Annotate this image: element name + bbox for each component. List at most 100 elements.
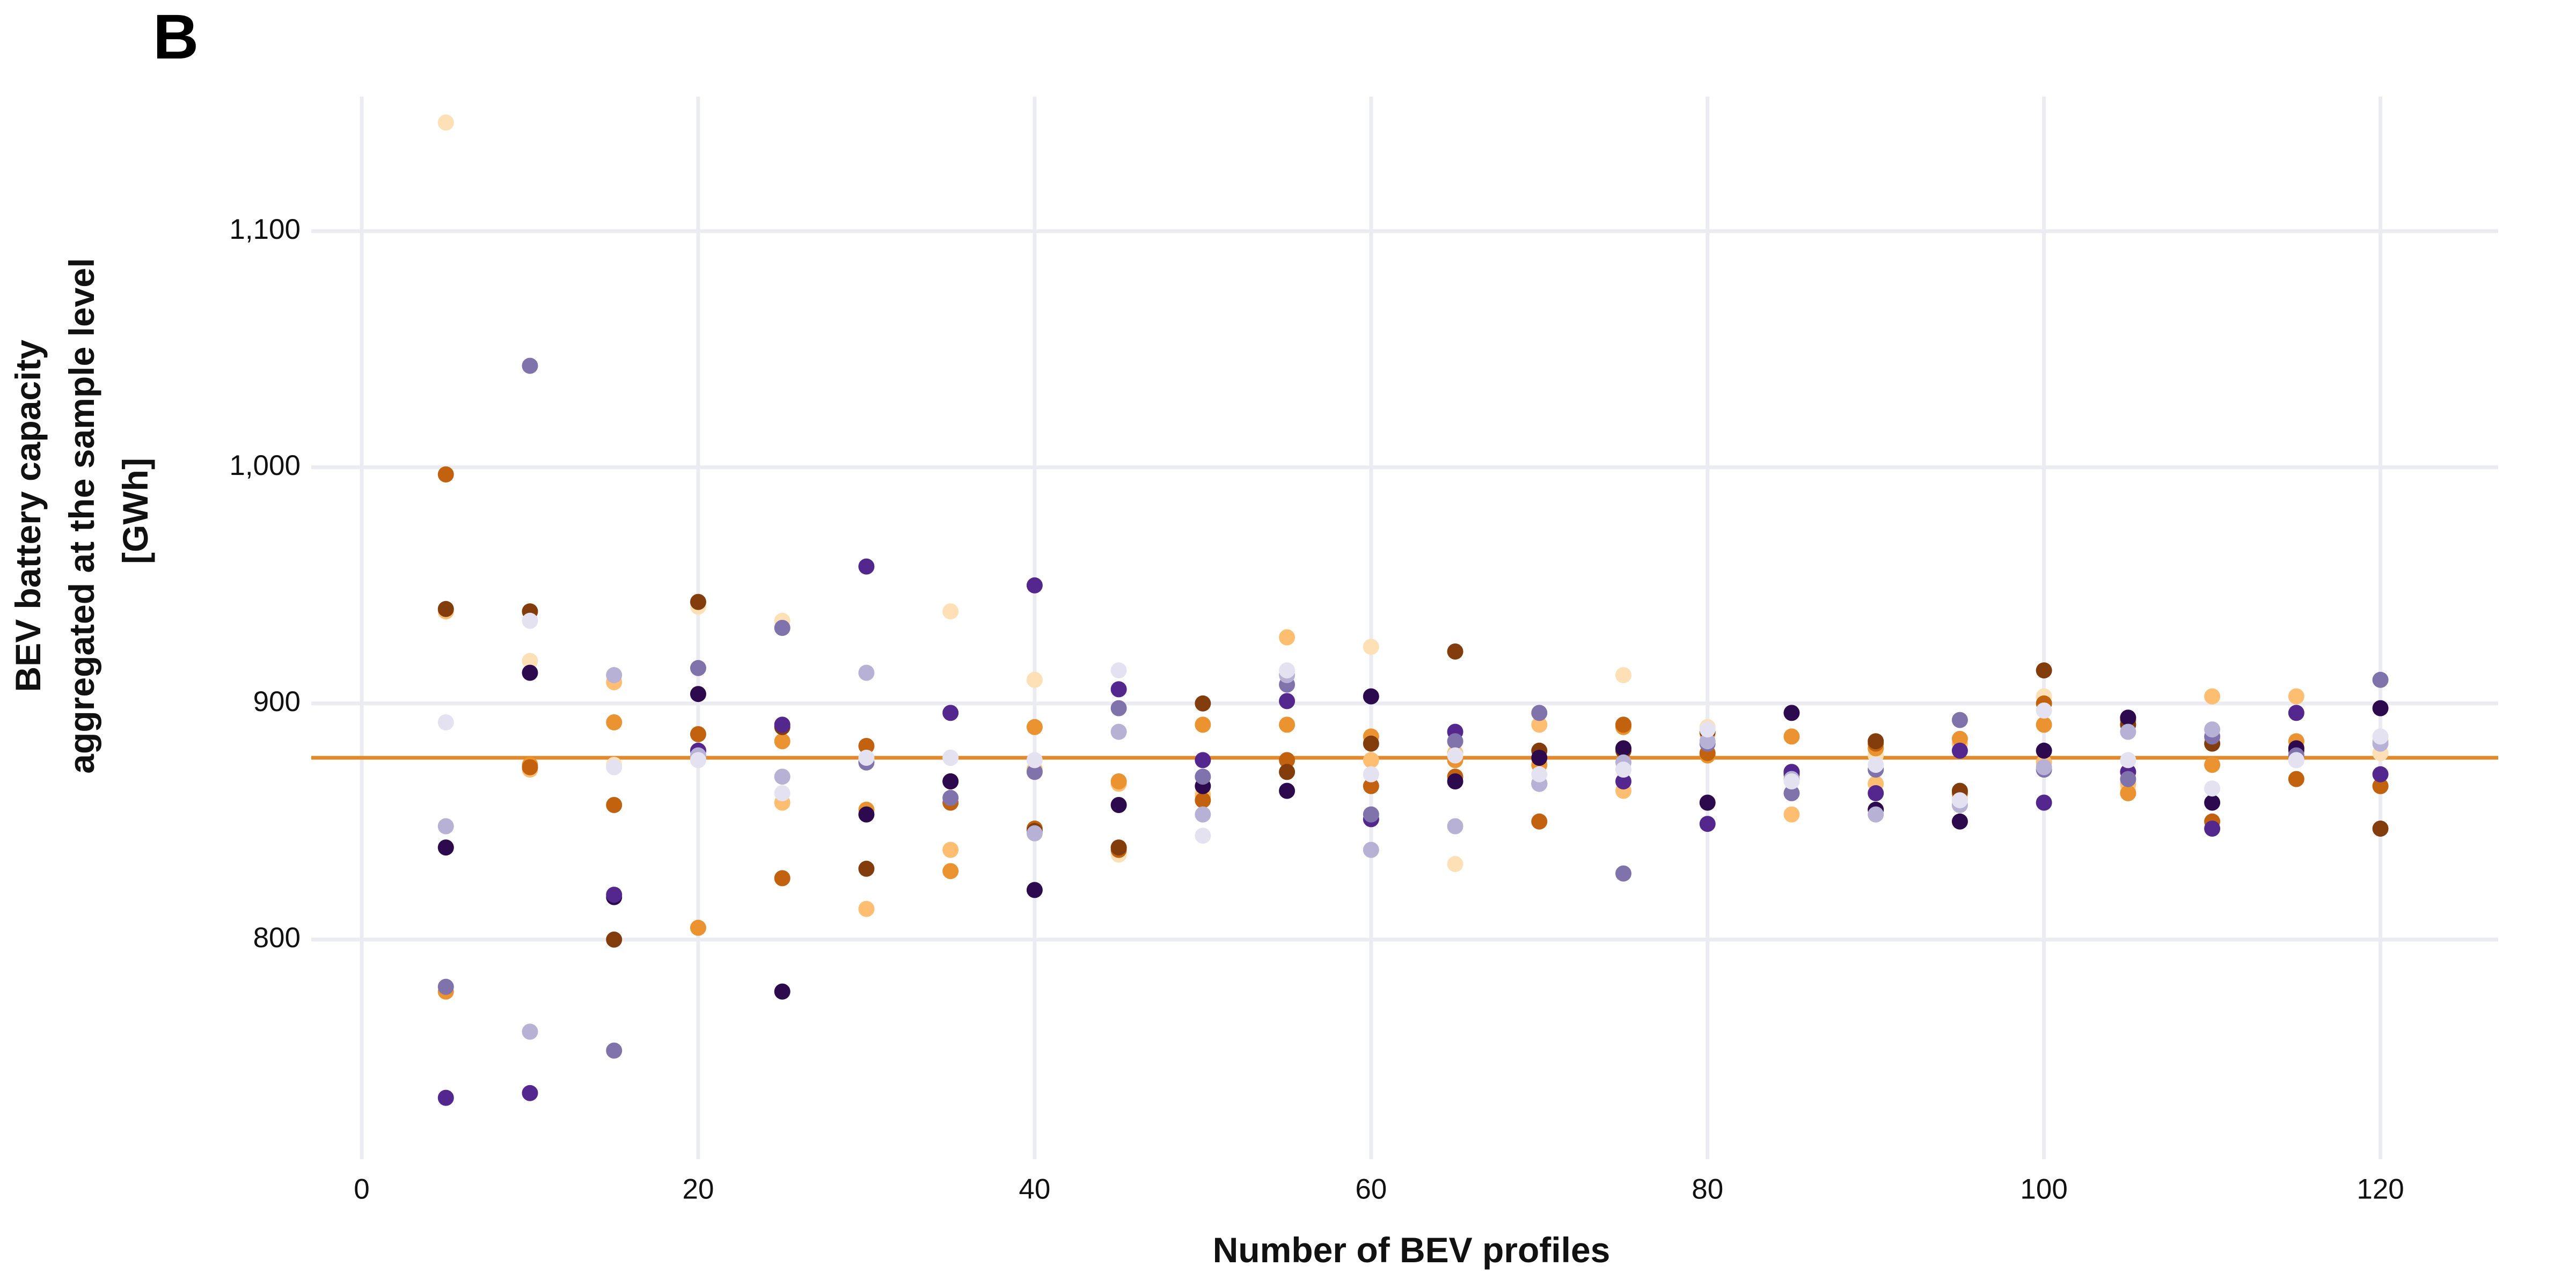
y-axis-title: BEV battery capacity aggregated at the s… [8, 248, 155, 773]
y-axis-title-line-1: BEV battery capacity [8, 340, 48, 692]
data-point [522, 664, 538, 681]
data-point [2372, 821, 2389, 837]
data-point [437, 601, 454, 617]
data-point [2120, 785, 2136, 801]
data-point [2036, 716, 2052, 733]
data-point [1951, 742, 1968, 759]
data-point [2204, 688, 2221, 705]
data-point [1699, 721, 1716, 738]
data-point [2204, 821, 2221, 837]
data-point [1279, 716, 1296, 733]
data-point [2036, 794, 2052, 811]
data-point [690, 660, 706, 676]
data-point [942, 863, 959, 880]
data-point [1026, 752, 1043, 769]
data-point [437, 978, 454, 995]
data-point [2120, 709, 2136, 726]
data-point [1363, 735, 1379, 752]
data-point [774, 785, 791, 801]
data-point [1783, 785, 1800, 801]
data-point [1110, 681, 1127, 698]
data-point [2288, 752, 2304, 769]
data-point [1951, 813, 1968, 830]
data-point [2120, 752, 2136, 769]
panel-label: B [153, 2, 199, 72]
data-point [1447, 747, 1463, 764]
data-point [1531, 813, 1548, 830]
data-point [1615, 740, 1631, 757]
data-point [1026, 577, 1043, 594]
points-layer [437, 114, 2389, 1106]
data-point [606, 887, 623, 903]
data-point [1279, 693, 1296, 709]
data-point [1447, 818, 1463, 835]
data-point [1615, 716, 1631, 733]
data-point [1279, 662, 1296, 679]
data-point [858, 750, 875, 766]
data-point [942, 750, 959, 766]
data-point [1195, 752, 1211, 769]
y-tick-label: 1,000 [229, 450, 301, 481]
data-point [774, 870, 791, 887]
data-point [1615, 762, 1631, 778]
data-point [1110, 839, 1127, 856]
data-point [2288, 705, 2304, 721]
grid-layer [311, 97, 2498, 1159]
series-s5 [437, 594, 2389, 948]
data-point [2120, 723, 2136, 740]
data-point [1110, 797, 1127, 813]
data-point [774, 620, 791, 636]
data-point [2288, 771, 2304, 787]
data-point [1531, 705, 1548, 721]
data-point [1026, 719, 1043, 735]
data-point [1868, 785, 1884, 801]
data-point [437, 839, 454, 856]
data-point [690, 594, 706, 610]
data-point [2288, 688, 2304, 705]
series-s7 [437, 558, 2389, 1106]
data-point [1615, 773, 1631, 789]
data-point [858, 860, 875, 877]
series-s9 [437, 664, 2389, 1040]
data-point [1951, 730, 1968, 747]
data-point [1195, 828, 1211, 844]
data-point [1783, 806, 1800, 823]
data-point [1195, 695, 1211, 712]
data-point [522, 357, 538, 374]
data-point [942, 773, 959, 789]
data-point [858, 901, 875, 917]
data-point [2036, 742, 2052, 759]
tick-labels: 0 20 40 60 80 100 120 800 900 1,000 1,100 [229, 214, 2404, 1205]
data-point [522, 653, 538, 669]
data-point [1110, 773, 1127, 789]
data-point [1531, 750, 1548, 766]
data-point [2204, 757, 2221, 773]
y-tick-label: 800 [253, 922, 301, 954]
data-point [1195, 806, 1211, 823]
data-point [2204, 721, 2221, 738]
data-point [1783, 728, 1800, 745]
data-point [522, 612, 538, 629]
data-point [858, 558, 875, 575]
data-point [2036, 759, 2052, 775]
series-s8 [437, 357, 2389, 1059]
data-point [2204, 794, 2221, 811]
data-point [1363, 778, 1379, 794]
data-point [1195, 716, 1211, 733]
y-axis-title-line-2: aggregated at the sample level [62, 258, 101, 774]
data-point [606, 667, 623, 683]
data-point [1026, 882, 1043, 898]
data-point [1279, 752, 1296, 769]
data-point [1363, 752, 1379, 769]
data-point [1279, 782, 1296, 799]
data-point [1699, 794, 1716, 811]
data-point [1699, 733, 1716, 750]
data-point [858, 806, 875, 823]
data-point [437, 818, 454, 835]
series-s10 [437, 612, 2389, 844]
data-point [522, 759, 538, 775]
data-point [1699, 816, 1716, 832]
data-point [1868, 733, 1884, 750]
data-point [2204, 780, 2221, 797]
